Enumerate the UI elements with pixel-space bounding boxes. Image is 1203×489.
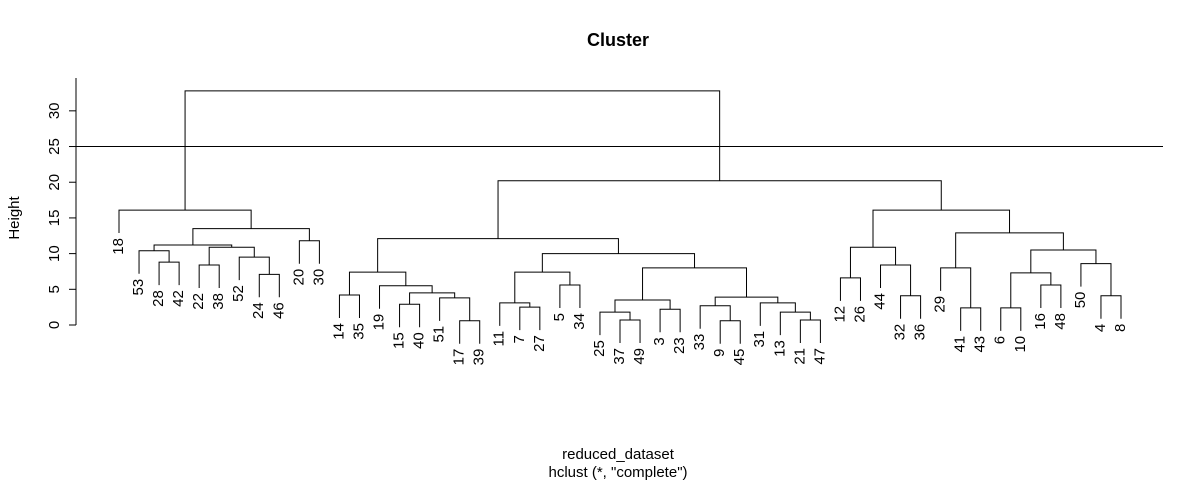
- leaf-label: 32: [892, 324, 909, 341]
- dendrogram-link: [184, 90, 721, 211]
- leaf-label: 35: [350, 323, 367, 340]
- dendrogram-link: [619, 319, 641, 343]
- leaf-label: 44: [871, 293, 888, 310]
- leaf-label: 8: [1112, 324, 1129, 332]
- dendrogram-link: [439, 297, 471, 321]
- subtitle: hclust (*, "complete"): [548, 464, 687, 481]
- leaf-label: 9: [711, 349, 728, 357]
- leaf-label: 10: [1012, 336, 1029, 353]
- leaf-label: 4: [1092, 324, 1109, 332]
- leaf-label: 46: [270, 302, 287, 319]
- leaf-label: 15: [391, 332, 408, 349]
- y-tick-label: 20: [46, 174, 63, 191]
- leaf-label: 47: [811, 348, 828, 365]
- leaf-label: 50: [1072, 292, 1089, 309]
- leaf-label: 5: [551, 313, 568, 321]
- leaf-label: 26: [851, 306, 868, 323]
- dendrogram-link: [659, 308, 681, 333]
- leaf-label: 7: [511, 335, 528, 343]
- y-tick-label: 0: [46, 321, 63, 329]
- dendrogram-link: [459, 320, 481, 344]
- leaf-label: 11: [491, 331, 508, 347]
- dendrogram-link: [208, 246, 255, 266]
- leaf-label: 13: [771, 340, 788, 357]
- y-tick-label: 10: [46, 245, 63, 262]
- leaf-label: 22: [190, 293, 207, 310]
- leaf-label: 18: [110, 238, 127, 255]
- leaf-label: 6: [992, 336, 1009, 344]
- leaf-label: 51: [431, 326, 448, 343]
- dendrogram-link: [799, 319, 821, 343]
- leaf-label: 37: [611, 348, 628, 365]
- y-axis-label: Height: [6, 195, 23, 239]
- leaf-label: 29: [932, 296, 949, 313]
- dendrogram-link: [497, 180, 942, 239]
- y-tick-label: 25: [46, 138, 63, 155]
- leaf-label: 17: [451, 349, 468, 366]
- leaf-label: 34: [571, 313, 588, 330]
- dendrogram-link: [399, 303, 421, 328]
- leaf-label: 27: [531, 335, 548, 352]
- leaf-label: 25: [591, 340, 608, 357]
- dendrogram-link: [714, 296, 779, 306]
- dendrogram-link: [759, 302, 796, 326]
- y-tick-label: 15: [46, 210, 63, 227]
- leaf-label: 28: [150, 290, 167, 307]
- leaf-label: 40: [411, 332, 428, 349]
- dendrogram-link: [849, 246, 897, 278]
- leaf-label: 21: [791, 348, 808, 365]
- leaf-label: 52: [230, 285, 247, 302]
- leaf-label: 30: [310, 269, 327, 286]
- leaf-label: 41: [952, 336, 969, 353]
- dendrogram-link: [409, 292, 456, 305]
- y-tick-label: 30: [46, 102, 63, 119]
- leaf-label: 48: [1052, 313, 1069, 330]
- dendrogram-link: [880, 264, 912, 296]
- leaf-label: 53: [130, 279, 147, 296]
- chart-title: Cluster: [587, 30, 649, 50]
- leaf-label: 19: [370, 314, 387, 331]
- y-tick-label: 5: [46, 285, 63, 293]
- leaf-label: 36: [912, 324, 929, 341]
- leaf-label: 39: [471, 349, 488, 366]
- leaf-label: 3: [651, 337, 668, 345]
- leaf-label: 24: [250, 302, 267, 319]
- leaf-label: 14: [330, 323, 347, 340]
- x-axis-label: reduced_dataset: [562, 446, 675, 463]
- dendrogram-link: [1080, 263, 1112, 296]
- leaf-label: 42: [170, 290, 187, 307]
- leaf-label: 45: [731, 349, 748, 366]
- leaf-label: 16: [1032, 313, 1049, 330]
- leaf-label: 49: [631, 348, 648, 365]
- leaf-label: 43: [972, 336, 989, 353]
- dendrogram-link: [499, 302, 531, 326]
- leaf-label: 23: [671, 337, 688, 354]
- dendrogram-link: [541, 253, 696, 273]
- leaf-label: 33: [691, 334, 708, 351]
- dendrogram-link: [719, 320, 741, 344]
- leaf-label: 31: [751, 331, 768, 348]
- leaf-label: 20: [290, 269, 307, 286]
- dendrogram-link: [198, 264, 220, 289]
- leaf-label: 38: [210, 293, 227, 310]
- leaf-label: 12: [831, 306, 848, 323]
